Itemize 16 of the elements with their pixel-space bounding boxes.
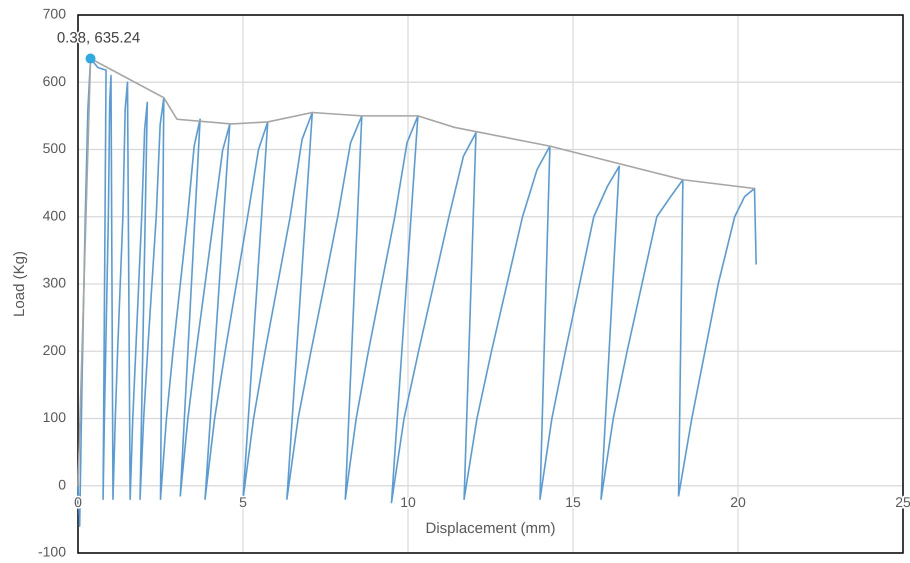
y-tick-label: 100 — [42, 409, 66, 426]
y-tick-label: 0 — [58, 476, 66, 492]
y-tick-label: -100 — [38, 544, 66, 560]
y-tick-label: 500 — [42, 140, 66, 156]
y-tick-label: 700 — [42, 6, 66, 22]
x-tick-label: 15 — [565, 494, 581, 510]
y-tick-label: 400 — [42, 207, 66, 224]
x-tick-label: 0 — [74, 494, 82, 510]
y-tick-label: 300 — [42, 274, 66, 291]
x-tick-label: 20 — [730, 494, 746, 510]
y-tick-label: 600 — [42, 72, 66, 89]
y-tick-label: 200 — [42, 342, 66, 358]
x-axis-title: Displacement (mm) — [425, 520, 556, 537]
x-tick-label: 5 — [239, 494, 248, 510]
x-tick-label: 10 — [400, 494, 416, 510]
y-axis-title: Load (Kg) — [11, 251, 28, 317]
